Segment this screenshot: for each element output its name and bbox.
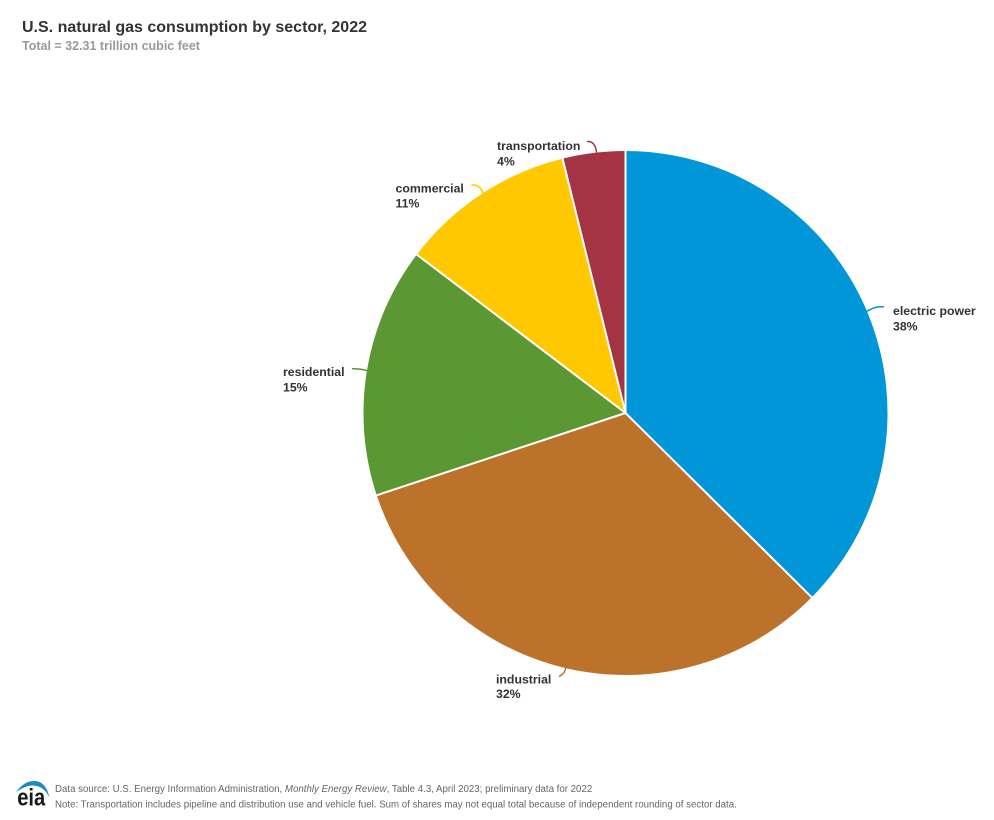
svg-text:4%: 4% <box>497 154 515 168</box>
svg-text:15%: 15% <box>283 380 308 394</box>
svg-text:commercial: commercial <box>396 182 464 196</box>
svg-text:residential: residential <box>283 365 345 379</box>
svg-text:industrial: industrial <box>496 672 551 686</box>
svg-text:38%: 38% <box>893 319 918 333</box>
svg-text:electric power: electric power <box>893 304 976 318</box>
svg-text:transportation: transportation <box>497 139 580 153</box>
svg-text:eia: eia <box>17 784 46 811</box>
svg-text:Data source: U.S. Energy Infor: Data source: U.S. Energy Information Adm… <box>55 784 592 795</box>
svg-text:11%: 11% <box>396 197 420 211</box>
svg-text:Note: Transportation includes: Note: Transportation includes pipeline a… <box>55 800 737 811</box>
svg-text:32%: 32% <box>496 687 521 701</box>
